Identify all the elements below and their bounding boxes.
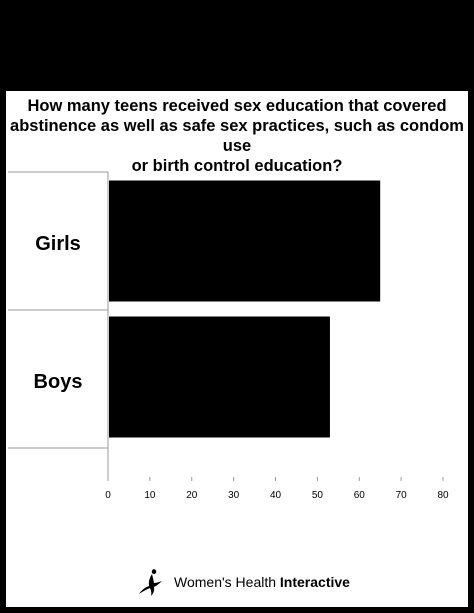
x-tick-label: 30 xyxy=(228,490,240,501)
x-tick-label: 60 xyxy=(354,490,366,501)
x-tick-label: 80 xyxy=(437,490,449,501)
brand-name-part1: Women's Health xyxy=(174,574,277,590)
x-tick-label: 0 xyxy=(105,490,111,501)
category-label-boys: Boys xyxy=(34,371,83,393)
x-tick-label: 40 xyxy=(270,490,282,501)
brand-name: Women's Health Interactive xyxy=(174,574,350,590)
chart-layer: Girls Boys 0 10 20 30 40 50 60 70 80 xyxy=(8,171,449,501)
chart-title-line-1: How many teens received sex education th… xyxy=(27,97,447,115)
bar-boys xyxy=(109,316,330,438)
chart-title-line-2: abstinence as well as safe sex practices… xyxy=(10,117,464,155)
x-tick-label: 50 xyxy=(312,490,324,501)
x-tick-label: 10 xyxy=(144,490,156,501)
x-tick-label: 70 xyxy=(396,490,408,501)
brand-name-part2: Interactive xyxy=(279,574,350,590)
figure-runner-icon xyxy=(139,569,162,596)
footer-brand: Women's Health Interactive xyxy=(136,566,350,598)
category-label-girls: Girls xyxy=(35,233,81,255)
chart-title: How many teens received sex education th… xyxy=(6,96,468,176)
chart-title-line-3: or birth control education? xyxy=(131,157,343,175)
bar-girls xyxy=(109,180,381,302)
x-tick-label: 20 xyxy=(186,490,198,501)
